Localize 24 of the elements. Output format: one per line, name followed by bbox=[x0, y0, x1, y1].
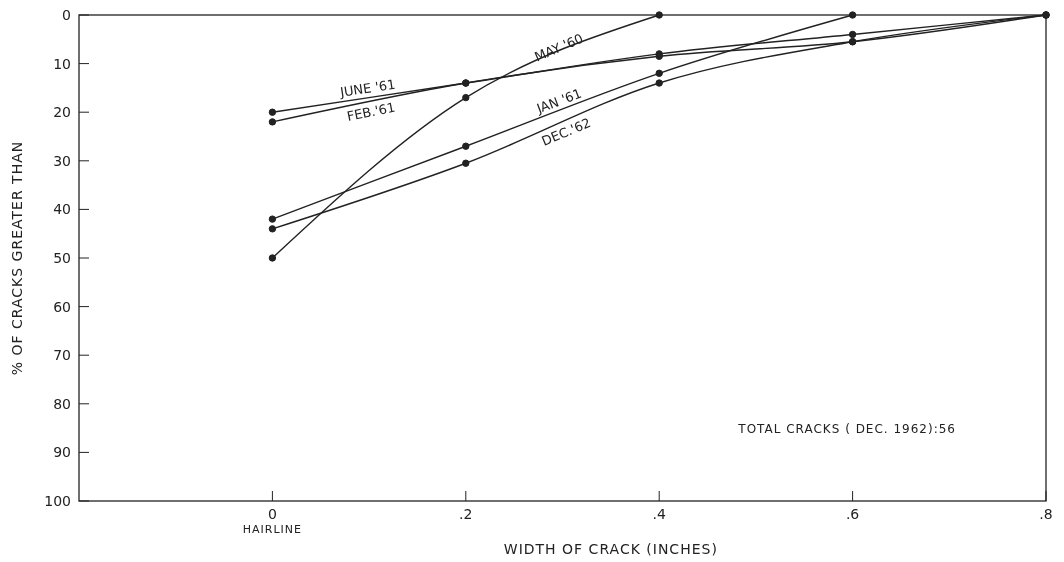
text: JUNE '61 bbox=[338, 76, 397, 100]
x-tick-label: .2 bbox=[459, 506, 473, 522]
x-tick-label: 0 bbox=[267, 506, 277, 522]
y-tick-label: 80 bbox=[53, 395, 71, 412]
y-tick-label: 10 bbox=[53, 55, 71, 72]
y-tick-label: 60 bbox=[53, 298, 71, 315]
x-tick-label: .8 bbox=[1039, 506, 1053, 522]
y-tick-label: 40 bbox=[53, 201, 71, 218]
y-tick-label: 100 bbox=[44, 493, 71, 509]
y-tick-label: 20 bbox=[53, 104, 71, 121]
x-tick-label: .4 bbox=[652, 506, 666, 522]
text: MAY '60 bbox=[532, 30, 586, 65]
x-axis-title: WIDTH OF CRACK (INCHES) bbox=[503, 541, 718, 557]
text: JAN '61 bbox=[533, 85, 584, 117]
y-tick-label: 50 bbox=[53, 250, 71, 266]
y-axis-title: % OF CRACKS GREATER THAN bbox=[9, 140, 25, 376]
y-tick-label: 70 bbox=[53, 347, 71, 364]
x-tick-label: .6 bbox=[845, 506, 860, 522]
text: FEB.'61 bbox=[345, 99, 397, 124]
y-tick-label: 0 bbox=[62, 7, 71, 23]
y-tick-label: 30 bbox=[53, 152, 71, 169]
y-tick-label: 90 bbox=[53, 444, 71, 461]
annotation: TOTAL CRACKS ( DEC. 1962):56 bbox=[737, 421, 956, 436]
text: HAIRLINE bbox=[242, 523, 303, 536]
